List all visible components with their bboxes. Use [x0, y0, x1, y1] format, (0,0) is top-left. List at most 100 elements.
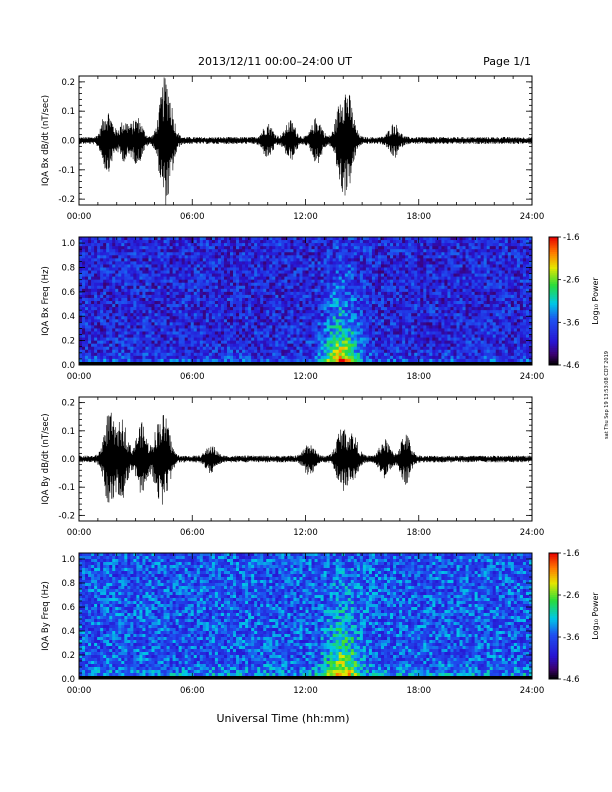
spectrogram-cell	[381, 352, 385, 357]
spectrogram-cell	[411, 343, 415, 348]
spectrogram-cell	[314, 237, 318, 241]
spectrogram-cell	[263, 346, 267, 351]
spectrogram-cell	[368, 358, 373, 363]
spectrogram-cell	[94, 246, 98, 250]
spectrogram-cell	[139, 325, 143, 329]
spectrogram-cell	[263, 267, 267, 271]
spectrogram-cell	[97, 301, 101, 305]
spectrogram-cell	[124, 307, 128, 311]
spectrogram-cell	[142, 355, 146, 360]
spectrogram-cell	[103, 276, 107, 280]
spectrogram-cell	[377, 328, 382, 332]
spectrogram-cell	[314, 252, 318, 256]
spectrogram-cell	[239, 307, 243, 311]
spectrogram-cell	[341, 267, 346, 271]
spectrogram-cell	[196, 273, 201, 277]
spectrogram-cell	[377, 297, 382, 302]
spectrogram-cell	[384, 319, 388, 323]
spectrogram-cell	[220, 267, 225, 271]
spectrogram-cell	[326, 252, 330, 256]
spectrogram-cell	[208, 310, 213, 314]
spectrogram-cell	[118, 264, 122, 268]
spectrogram-cell	[97, 358, 101, 363]
spectrogram-cell	[88, 331, 92, 335]
spectrogram-cell	[151, 319, 155, 323]
spectrogram-cell	[217, 276, 222, 280]
spectrogram-cell	[184, 264, 189, 268]
spectrogram-cell	[103, 328, 107, 332]
spectrogram-cell	[127, 331, 131, 335]
spectrogram-cell	[154, 349, 158, 354]
spectrogram-cell	[356, 267, 361, 271]
spectrogram-cell	[266, 322, 270, 326]
spectrogram-cell	[362, 279, 367, 284]
spectrogram-cell	[208, 243, 213, 247]
spectrogram-cell	[82, 301, 86, 305]
spectrogram-cell	[332, 291, 336, 296]
spectrogram-cell	[199, 310, 204, 314]
spectrogram-cell	[326, 319, 330, 323]
spectrogram-cell	[423, 267, 427, 271]
spectrogram-cell	[260, 337, 264, 341]
spectrogram-cell	[347, 273, 352, 277]
spectrogram-cell	[109, 316, 113, 320]
spectrogram-cell	[423, 258, 427, 262]
spectrogram-cell	[211, 297, 216, 302]
spectrogram-cell	[187, 358, 192, 363]
spectrogram-cell	[184, 237, 189, 241]
spectrogram-cell	[260, 243, 264, 247]
spectrogram-cell	[226, 340, 231, 344]
spectrogram-cell	[166, 322, 170, 326]
spectrogram-cell	[414, 337, 418, 341]
spectrogram-cell	[178, 288, 182, 293]
spectrogram-cell	[145, 355, 149, 360]
spectrogram-cell	[121, 282, 125, 287]
spectrogram-cell	[251, 307, 255, 311]
spectrogram-cell	[257, 282, 261, 287]
spectrogram-cell	[311, 276, 315, 280]
spectrogram-cell	[317, 307, 321, 311]
spectrogram-cell	[160, 294, 164, 299]
spectrogram-cell	[263, 304, 267, 308]
spectrogram-cell	[251, 288, 255, 293]
spectrogram-cell	[184, 267, 189, 271]
spectrogram-cell	[338, 273, 343, 277]
spectrogram-cell	[347, 310, 352, 314]
spectrogram-cell	[305, 301, 309, 305]
spectrogram-cell	[112, 340, 116, 344]
spectrogram-cell	[326, 270, 330, 274]
spectrogram-cell	[311, 310, 315, 314]
spectrogram-cell	[290, 349, 294, 354]
spectrogram-cell	[362, 307, 367, 311]
spectrogram-cell	[359, 316, 364, 320]
spectrogram-cell	[417, 291, 421, 296]
spectrogram-cell	[88, 355, 92, 360]
spectrogram-cell	[181, 285, 185, 290]
spectrogram-cell	[299, 358, 303, 363]
spectrogram-cell	[311, 313, 315, 317]
spectrogram-cell	[350, 270, 355, 274]
spectrogram-cell	[396, 334, 400, 338]
spectrogram-cell	[157, 355, 161, 360]
spectrogram-cell	[377, 346, 382, 351]
spectrogram-cell	[314, 319, 318, 323]
spectrogram-cell	[142, 267, 146, 271]
spectrogram-cell	[160, 337, 164, 341]
spectrogram-cell	[323, 355, 327, 360]
spectrogram-cell	[365, 249, 370, 253]
spectrogram-cell	[399, 334, 403, 338]
spectrogram-cell	[272, 255, 276, 259]
spectrogram-cell	[88, 343, 92, 348]
spectrogram-cell	[308, 279, 312, 284]
spectrogram-cell	[272, 343, 276, 348]
spectrogram-cell	[275, 294, 279, 299]
spectrogram-cell	[91, 249, 95, 253]
spectrogram-cell	[411, 243, 415, 247]
spectrogram-cell	[166, 258, 170, 262]
spectrogram-cell	[263, 297, 267, 302]
spectrogram-cell	[381, 285, 385, 290]
spectrogram-cell	[299, 313, 303, 317]
spectrogram-cell	[344, 319, 349, 323]
spectrogram-cell	[323, 316, 327, 320]
spectrogram-cell	[393, 310, 397, 314]
